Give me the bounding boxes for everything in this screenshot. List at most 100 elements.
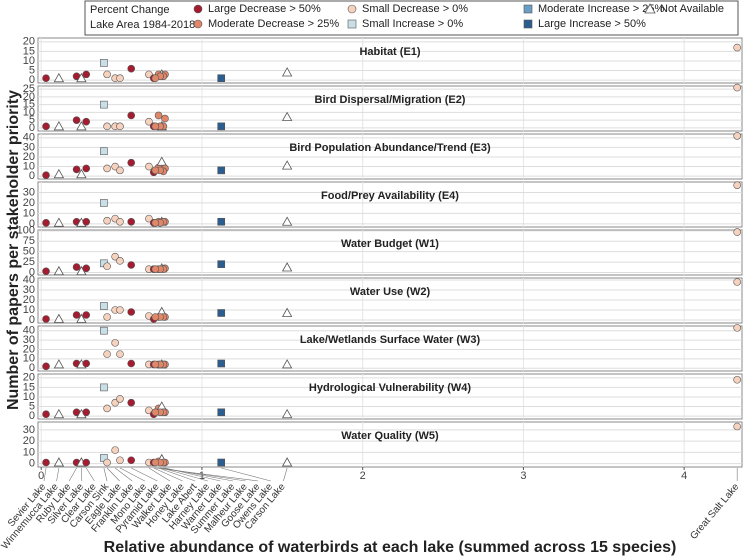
point (151, 122, 160, 131)
leader-line (153, 467, 183, 482)
leader-line (68, 467, 77, 482)
point (145, 162, 153, 171)
point (217, 359, 226, 368)
point (72, 116, 81, 124)
leader-line (155, 467, 259, 482)
point (127, 158, 136, 167)
point (217, 166, 226, 175)
panel (37, 421, 743, 468)
point (100, 326, 108, 335)
y-tick-label: 15 (23, 99, 35, 111)
point (127, 398, 136, 407)
legend-label: Moderate Decrease > 25% (208, 18, 339, 30)
point (42, 219, 50, 227)
point (281, 457, 293, 467)
x-tick-label: 4 (681, 470, 687, 482)
panel-title: Food/Prey Availability (E4) (321, 190, 459, 202)
y-tick-label: 20 (23, 91, 35, 103)
point (116, 74, 124, 83)
y-tick-label: 5 (29, 64, 35, 76)
point (281, 307, 293, 317)
point (116, 122, 124, 131)
point (111, 446, 119, 454)
legend-label: Small Increase > 0% (362, 18, 463, 30)
point (281, 408, 293, 419)
point (82, 359, 91, 368)
y-tick-label: 5 (29, 114, 35, 126)
point (100, 199, 108, 207)
point (733, 228, 741, 236)
point (82, 117, 91, 126)
point (53, 168, 65, 179)
point (733, 181, 741, 189)
point (76, 168, 87, 179)
leader-line (283, 467, 288, 482)
y-tick-label: 10 (23, 391, 35, 403)
y-tick-label: 30 (23, 141, 35, 153)
point (281, 359, 293, 369)
point (82, 458, 91, 467)
legend-box (84, 0, 739, 36)
y-axis-label: Number of papers per stakeholder priorit… (5, 90, 22, 410)
point (733, 132, 741, 140)
panel-title: Lake/Wetlands Surface Water (W3) (300, 334, 481, 346)
point (217, 74, 226, 83)
point (281, 216, 293, 226)
y-tick-label: 0 (29, 362, 35, 374)
point (72, 165, 81, 174)
point (127, 64, 136, 73)
leader-line (161, 467, 208, 482)
panel (37, 229, 743, 276)
point (217, 309, 226, 317)
y-tick-label: 100 (17, 225, 35, 237)
point (76, 121, 87, 131)
point (103, 216, 111, 225)
point (72, 263, 81, 271)
y-tick-label: 10 (23, 106, 35, 118)
y-tick-label: 20 (23, 372, 35, 384)
leader-line (119, 467, 145, 482)
point (127, 456, 136, 465)
point (103, 122, 111, 131)
legend-marker (193, 19, 203, 29)
legend-marker (523, 4, 533, 14)
y-tick-label: 0 (29, 410, 35, 422)
x-tick-label: 3 (520, 470, 526, 482)
point (42, 122, 50, 131)
point (42, 315, 50, 323)
point (151, 265, 160, 273)
point (156, 156, 167, 166)
legend-label: Large Increase > 50% (538, 18, 646, 30)
leader-line (85, 467, 95, 482)
point (76, 313, 87, 323)
leader-line (221, 467, 271, 482)
point (53, 72, 65, 83)
y-tick-label: 40 (23, 325, 35, 337)
point (145, 214, 153, 223)
point (733, 324, 741, 332)
point (733, 375, 741, 384)
y-tick-label: 10 (23, 446, 35, 458)
y-tick-label: 5 (29, 400, 35, 412)
point (116, 306, 124, 314)
panel-title: Bird Dispersal/Migration (E2) (315, 94, 466, 106)
point (53, 313, 65, 323)
point (116, 350, 124, 358)
point (103, 350, 111, 358)
panel-title: Habitat (E1) (359, 46, 420, 58)
y-tick-label: 0 (29, 170, 35, 182)
y-tick-label: 50 (23, 246, 35, 258)
y-tick-label: 0 (29, 74, 35, 86)
panel-title: Water Quality (W5) (341, 430, 439, 442)
leader-line (158, 467, 196, 482)
panel-title: Water Budget (W1) (341, 238, 439, 250)
point (217, 217, 226, 226)
panel (37, 85, 743, 132)
y-tick-label: 10 (23, 55, 35, 67)
y-tick-label: 30 (23, 424, 35, 436)
point (53, 265, 65, 276)
legend-marker (644, 3, 656, 14)
legend-label: Large Decrease > 50% (208, 3, 321, 15)
legend-marker (347, 4, 357, 14)
point (42, 362, 50, 371)
